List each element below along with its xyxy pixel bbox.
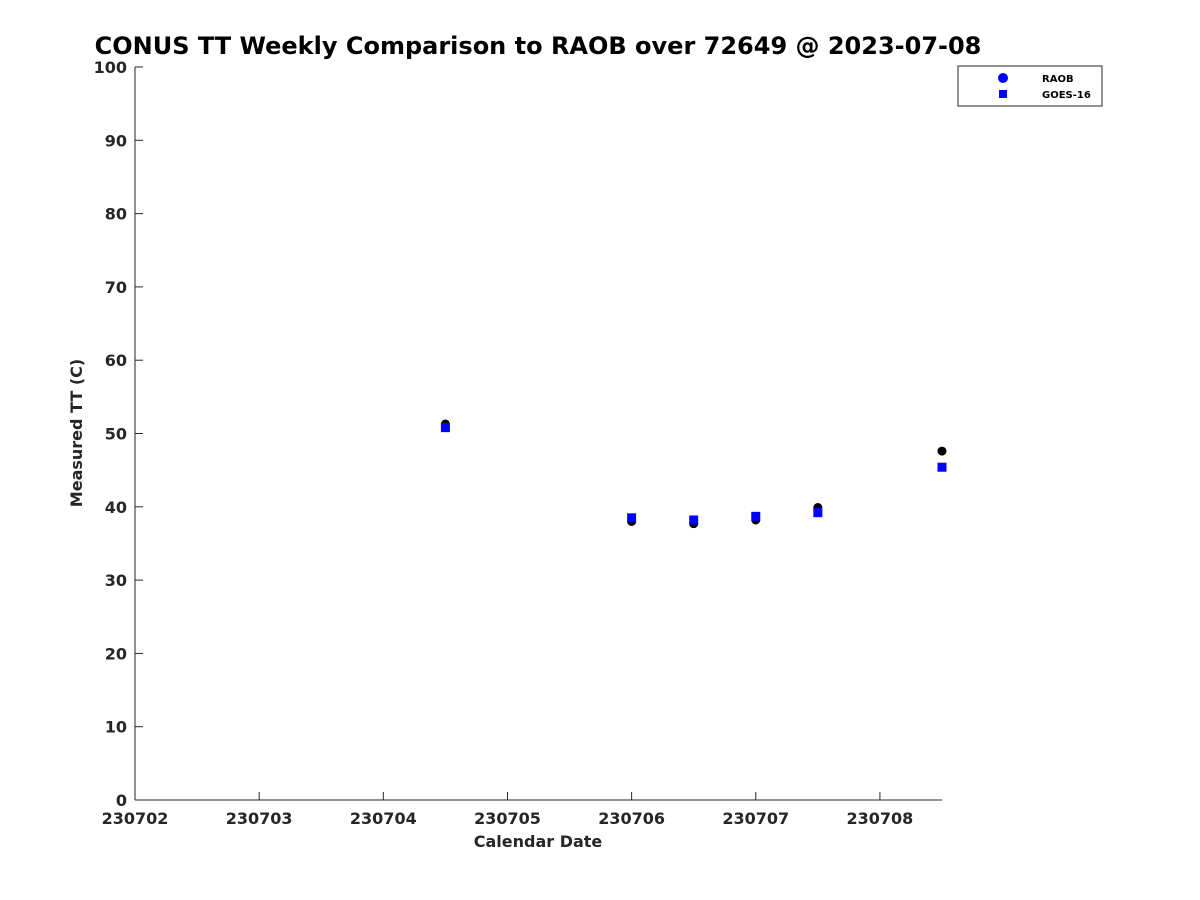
y-tick-label: 70 — [105, 278, 127, 297]
data-series — [440, 419, 947, 529]
y-tick-label: 50 — [105, 425, 127, 444]
legend-circle-marker — [998, 73, 1008, 83]
goes-point — [813, 508, 823, 518]
y-tick-label: 40 — [105, 498, 127, 517]
y-ticks: 0 10 20 30 40 50 60 70 80 90 100 — [94, 58, 143, 810]
legend-square-marker — [999, 90, 1007, 98]
goes-point — [627, 513, 637, 523]
y-tick-label: 100 — [94, 58, 127, 77]
raob-point — [937, 446, 947, 456]
x-tick-label: 230703 — [226, 809, 293, 828]
x-tick-label: 230704 — [350, 809, 417, 828]
x-axis-label: Calendar Date — [474, 832, 603, 851]
x-ticks: 230702 230703 230704 230705 230706 230707 2307… — [102, 792, 914, 828]
series-goes-16 — [440, 423, 947, 525]
x-tick-label: 230705 — [474, 809, 541, 828]
y-axis-label: Measured TT (C) — [67, 359, 86, 507]
x-tick-label: 230702 — [102, 809, 169, 828]
y-tick-label: 60 — [105, 351, 127, 370]
legend-label: GOES-16 — [1042, 90, 1091, 101]
goes-point — [751, 511, 761, 521]
goes-point — [937, 462, 947, 472]
legend-box — [957, 65, 1103, 107]
x-tick-label: 230706 — [598, 809, 665, 828]
y-tick-label: 90 — [105, 131, 127, 150]
x-tick-label: 230708 — [847, 809, 914, 828]
legend-label: RAOB — [1042, 74, 1074, 85]
legend: RAOB GOES-16 — [957, 65, 1103, 107]
x-tick-label: 230707 — [722, 809, 789, 828]
chart-title: CONUS TT Weekly Comparison to RAOB over … — [95, 32, 982, 60]
y-tick-label: 80 — [105, 205, 127, 224]
y-tick-label: 20 — [105, 644, 127, 663]
goes-point — [689, 515, 699, 525]
goes-point — [440, 423, 450, 433]
y-tick-label: 0 — [116, 791, 127, 810]
y-tick-label: 10 — [105, 718, 127, 737]
y-tick-label: 30 — [105, 571, 127, 590]
